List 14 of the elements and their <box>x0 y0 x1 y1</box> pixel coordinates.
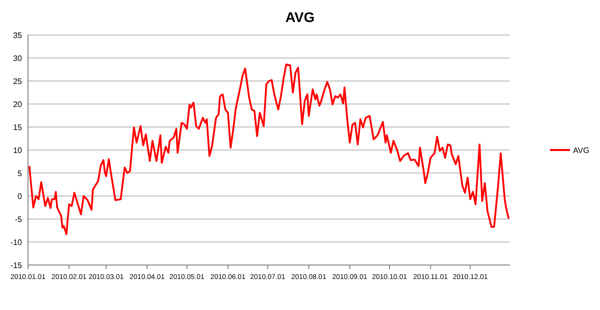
chart-title: AVG <box>285 9 315 25</box>
line-series <box>28 64 510 236</box>
y-tick-label: -10 <box>10 238 23 247</box>
y-tick-label: 0 <box>18 192 23 201</box>
y-tick-label: -5 <box>14 214 23 224</box>
y-tick-label: -15 <box>10 260 23 270</box>
y-tick-label: 15 <box>13 122 23 132</box>
y-tick-label: 35 <box>13 30 23 40</box>
y-tick-label: 20 <box>13 100 23 109</box>
legend-label: AVG <box>573 146 590 155</box>
y-tick-label: 30 <box>13 54 23 63</box>
y-tick-label: 10 <box>13 146 23 155</box>
y-tick-label: 25 <box>13 76 23 86</box>
y-tick-label: 5 <box>18 168 23 178</box>
